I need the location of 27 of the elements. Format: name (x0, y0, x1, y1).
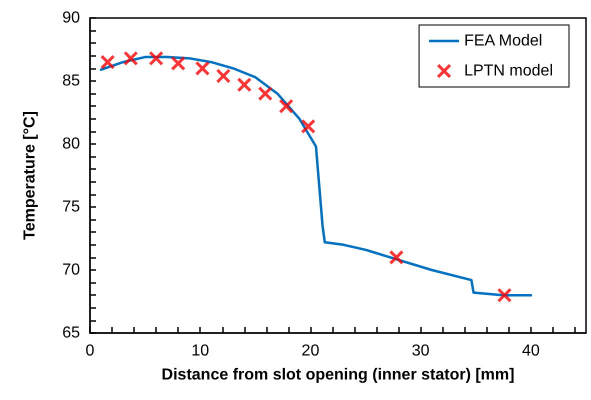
y-tick-label: 90 (62, 10, 80, 26)
point (216, 68, 230, 83)
legend-label: FEA Model (464, 32, 542, 50)
y-tick-label: 65 (62, 324, 80, 342)
point (237, 78, 252, 92)
point (149, 51, 164, 66)
point (124, 51, 138, 66)
x-tick-label: 30 (412, 342, 430, 360)
y-tick-label: 75 (62, 198, 80, 216)
point (171, 56, 186, 70)
point (497, 288, 512, 302)
point (279, 99, 294, 114)
y-tick-label: 70 (62, 262, 80, 278)
point (389, 250, 404, 264)
point (100, 55, 115, 70)
x-tick-label: 40 (522, 342, 540, 360)
x-axis-title: Distance from slot opening (inner stator) [mm] (162, 366, 514, 384)
legend-label: LPTN model (464, 62, 553, 80)
y-tick-label: 80 (62, 136, 80, 152)
point (195, 61, 210, 76)
x-tick-label: 10 (191, 342, 210, 360)
point (301, 119, 316, 134)
y-axis-title: Temperature [°C] (22, 111, 38, 240)
y-tick-label: 85 (62, 72, 80, 90)
point (258, 86, 272, 101)
x-tick-label: 20 (302, 342, 320, 360)
x-tick-label: 0 (86, 342, 95, 360)
